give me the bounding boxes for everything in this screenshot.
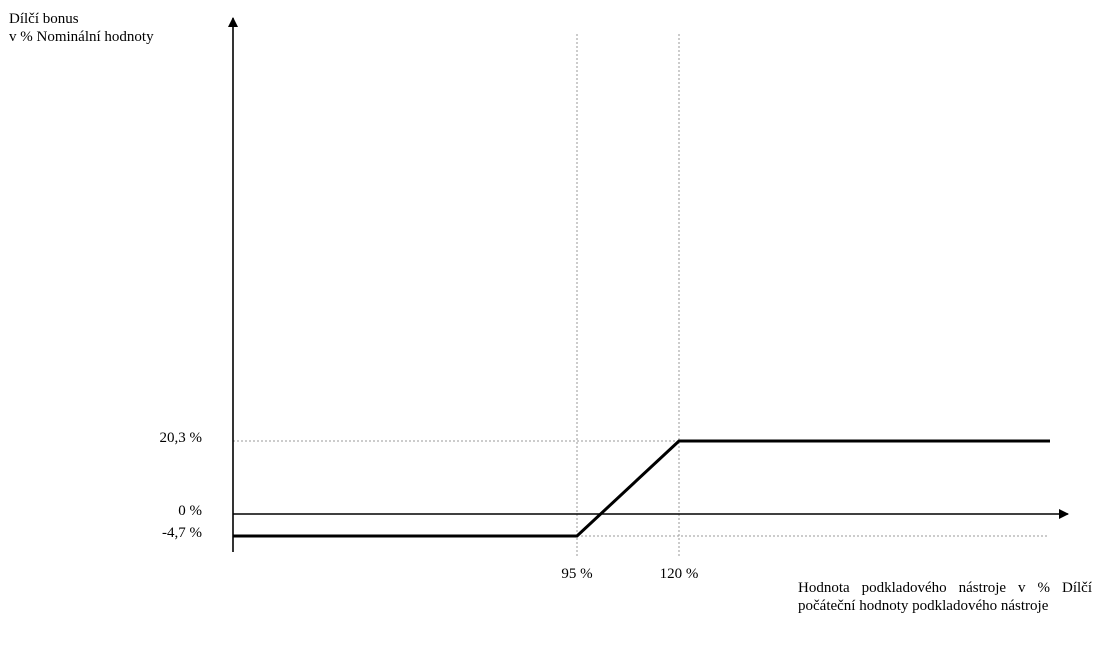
x-tick-label-120: 120 % xyxy=(659,566,699,582)
y-tick-label-minus-4-7: -4,7 % xyxy=(162,525,202,541)
y-axis-label-line-2: v % Nominální hodnoty xyxy=(9,29,154,45)
y-tick-label-20-3: 20,3 % xyxy=(159,430,203,446)
x-tick-label-95: 95 % xyxy=(561,566,593,582)
x-axis-label: Hodnota podkladového nástroje v % Dílčí … xyxy=(798,580,1092,614)
y-tick-label-0: 0 % xyxy=(178,503,202,519)
y-axis-label: Dílčí bonus v % Nominální hodnoty xyxy=(9,10,154,46)
payoff-series-line-0 xyxy=(233,439,1050,538)
y-axis-label-line-1: Dílčí bonus xyxy=(9,11,79,27)
